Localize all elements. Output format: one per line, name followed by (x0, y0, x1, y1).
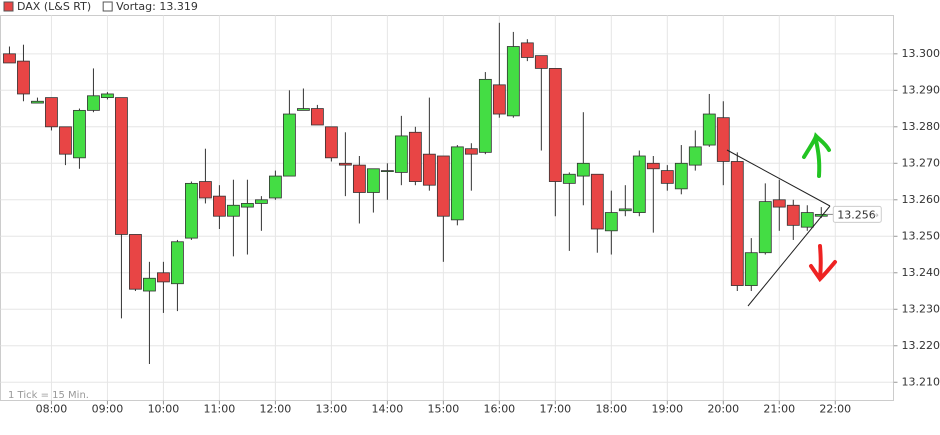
y-tick-label: 13.250 (902, 229, 940, 242)
y-tick-label: 13.300 (902, 47, 940, 60)
candle-body (800, 212, 814, 228)
x-tick-label: 17:00 (539, 403, 571, 416)
x-tick-label: 19:00 (651, 403, 683, 416)
candle-body (380, 170, 394, 172)
candle-body (408, 131, 422, 182)
candle-body (758, 201, 772, 254)
y-tick-label: 13.240 (902, 266, 940, 279)
down-arrow (809, 244, 837, 283)
x-tick-label: 16:00 (483, 403, 515, 416)
x-tick-label: 08:00 (36, 403, 68, 416)
candle-body (394, 135, 408, 173)
candle-body (31, 100, 44, 104)
legend-swatch (3, 1, 14, 12)
x-tick-label: 10:00 (148, 403, 180, 416)
candle-body (199, 181, 212, 199)
legend: DAX (L&S RT) Vortag: 13.319 (3, 0, 198, 13)
candle-body (296, 108, 310, 111)
candle-body (227, 204, 240, 217)
x-tick-label: 14:00 (372, 403, 404, 416)
candle-body (366, 168, 380, 193)
candle-body (101, 93, 114, 99)
candle-body (506, 46, 520, 117)
legend-label: DAX (L&S RT) (17, 0, 91, 13)
y-tick-label: 13.260 (902, 193, 940, 206)
candle-body (716, 117, 730, 162)
y-tick-label: 13.210 (902, 375, 940, 388)
candle-body (282, 113, 296, 177)
candle-body (548, 68, 562, 182)
y-tick-label: 13.280 (902, 120, 940, 133)
candle-body (185, 182, 198, 239)
candle-body (352, 164, 366, 193)
y-tick-label: 13.270 (902, 156, 940, 169)
x-tick-label: 22:00 (819, 403, 851, 416)
candle-body (3, 53, 16, 64)
candle-body (702, 113, 716, 146)
up-arrow (802, 132, 831, 178)
candle-body (786, 204, 800, 226)
legend-swatch (102, 1, 113, 12)
y-tick-label: 13.230 (902, 302, 940, 315)
candle-body (171, 241, 184, 285)
candle-body (59, 126, 72, 155)
candle-body (632, 155, 646, 213)
candle-body (562, 173, 576, 184)
candle-body (157, 272, 170, 283)
candle-body (310, 108, 324, 126)
x-tick-label: 18:00 (595, 403, 627, 416)
candle-body (129, 234, 142, 290)
candle-body (115, 97, 128, 235)
candle-body (660, 170, 674, 184)
x-tick-label: 21:00 (763, 403, 795, 416)
candle-body (576, 162, 590, 177)
candle-body (464, 148, 478, 155)
last-price-box (832, 205, 882, 223)
triangle-line (747, 205, 831, 307)
candle-body (268, 175, 282, 199)
candle-body (255, 199, 268, 204)
candle-body (338, 162, 352, 166)
candle-body (143, 277, 156, 292)
x-tick-label: 15:00 (428, 403, 460, 416)
candle-body (213, 195, 226, 217)
candle-body (436, 155, 450, 217)
candle-body (772, 199, 786, 208)
last-price-label: 13.256 (837, 208, 876, 221)
candle-body (688, 146, 702, 166)
x-tick-label: 09:00 (92, 403, 124, 416)
y-tick-label: 13.220 (902, 339, 940, 352)
tick-note: 1 Tick = 15 Min. (8, 390, 89, 401)
candle-body (17, 60, 30, 95)
candle-body (87, 95, 100, 111)
x-tick-label: 12:00 (260, 403, 292, 416)
candle-body (492, 84, 506, 115)
candle-body (730, 161, 744, 286)
last-price-arrow: → (871, 211, 879, 221)
candle-body (45, 97, 58, 128)
candle-body (534, 55, 548, 69)
candle-body (618, 208, 632, 212)
legend-label: Vortag: 13.319 (116, 0, 198, 13)
candle-body (422, 153, 436, 186)
candle-body (241, 203, 254, 208)
candle-body (520, 42, 534, 58)
candle-body (450, 146, 464, 221)
x-tick-label: 11:00 (204, 403, 236, 416)
candle-body (324, 126, 338, 159)
candle-body (590, 173, 604, 230)
y-tick-label: 13.290 (902, 83, 940, 96)
x-tick-label: 20:00 (707, 403, 739, 416)
candle-body (646, 162, 660, 170)
x-tick-label: 13:00 (316, 403, 348, 416)
candle-body (674, 162, 688, 190)
candle-body (73, 109, 86, 159)
candle-body (478, 78, 492, 153)
candle-body (744, 252, 758, 286)
candle-body (604, 212, 618, 232)
triangle-line (726, 149, 831, 207)
